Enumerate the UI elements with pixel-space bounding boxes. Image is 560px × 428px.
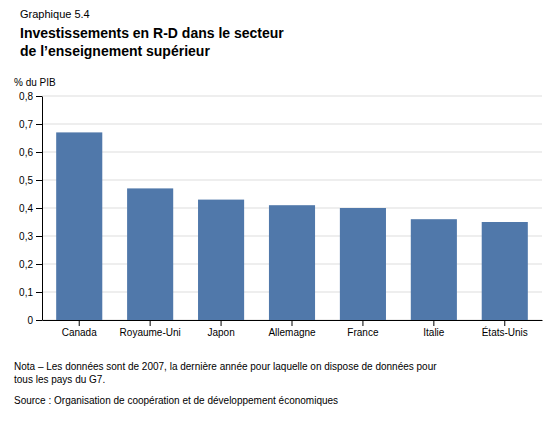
bar [56,132,102,320]
tick-mark [79,320,80,326]
tick-label: 0,1 [19,287,33,298]
y-axis-label: % du PIB [14,77,56,88]
tick: 0,5 [19,175,42,186]
annotation: Nota – Les données sont de 2007, la dern… [14,361,437,385]
tick-label: États-Unis [482,326,528,338]
tick: 0 [27,315,42,326]
grid-line [42,124,542,125]
title: Investissements en R-D dans le secteurde… [20,25,284,59]
y-axis: 0 0,1 0,2 0,3 0,4 0,5 0,6 0,7 0,8 [19,91,42,326]
bar [340,208,386,320]
tick-mark [36,180,42,181]
tick: 0,1 [19,287,42,298]
tick-mark [362,320,363,326]
tick: Canada [62,320,97,338]
tick: 0,3 [19,231,42,242]
tick: 0,7 [19,119,42,130]
bar [127,188,173,320]
x-axis: Canada Royaume-Uni Japon Allemagne France Ita… [43,320,543,338]
tick-label: Japon [207,327,234,338]
tick-mark [36,320,42,321]
tick-label: 0,2 [19,259,33,270]
grid-line [42,96,542,97]
tick-label: France [347,327,379,338]
tick-label: Canada [62,327,97,338]
tick: 0,8 [19,91,42,102]
bar [269,205,315,320]
plot: 0 0,1 0,2 0,3 0,4 0,5 0,6 0,7 0,8 Canada Royaume-U… [19,91,542,338]
tick: 0,2 [19,259,42,270]
tick: Allemagne [268,320,316,338]
tick: Japon [207,320,234,338]
tick-mark [36,124,42,125]
tick-mark [504,320,505,326]
tick: États-Unis [482,320,528,338]
subtitle: Graphique 5.4 [20,8,90,20]
grid [42,96,542,320]
tick-label: 0,5 [19,175,33,186]
bar [411,219,457,320]
tick: 0,4 [19,203,42,214]
bar [482,222,528,320]
tick: 0,6 [19,147,42,158]
tick-label: 0,4 [19,203,33,214]
tick-label: 0,3 [19,231,33,242]
tick-label: Royaume-Uni [120,327,181,338]
grid-line [42,152,542,153]
bar [198,200,244,320]
tick-mark [36,152,42,153]
annotation: Source : Organisation de coopération et … [14,395,338,406]
tick-mark [221,320,222,326]
tick-label: Italie [423,327,445,338]
axis-line [42,97,43,321]
tick-mark [36,292,42,293]
tick-mark [433,320,434,326]
tick-label: 0 [27,315,33,326]
tick-mark [36,208,42,209]
tick-label: Allemagne [268,327,316,338]
grid-line [42,180,542,181]
marks [56,132,528,320]
tick-label: 0,7 [19,119,33,130]
tick-mark [36,264,42,265]
tick-mark [150,320,151,326]
tick: Royaume-Uni [120,320,181,338]
tick: Italie [423,320,445,338]
tick-mark [36,96,42,97]
tick: France [347,320,379,338]
tick-label: 0,8 [19,91,33,102]
tick-mark [292,320,293,326]
tick-mark [36,236,42,237]
tick-label: 0,6 [19,147,33,158]
chart: Graphique 5.4 Investissements en R-D dans… [0,0,560,428]
